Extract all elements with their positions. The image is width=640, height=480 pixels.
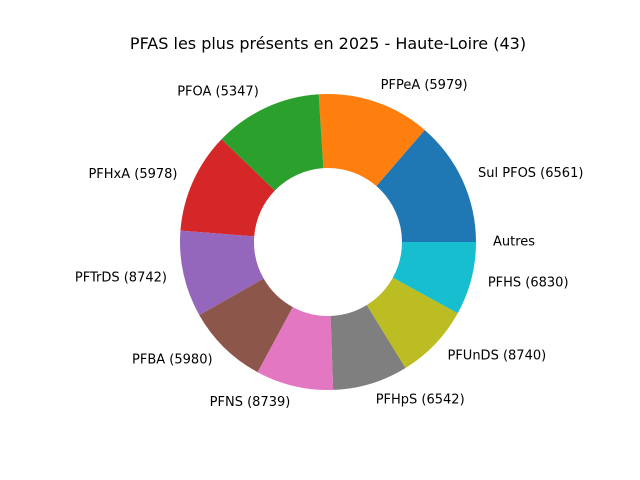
slice-label-pfunds: PFUnDS (8740) [447,348,546,363]
slice-label-pfba: PFBA (5980) [132,352,213,367]
slice-pfba [199,278,293,373]
slice-label-pfhs: PFHS (6830) [488,276,569,291]
slice-pftrds [179,230,264,316]
slice-pfunds [366,277,458,369]
slice-label-autres: Autres [493,235,535,250]
slice-label-pfhps: PFHpS (6542) [376,392,465,407]
slice-pfpea [318,94,425,186]
slice-label-pfpea: PFPeA (5979) [381,78,468,93]
slice-label-pfns: PFNS (8739) [210,395,291,410]
labels-group: Sul PFOS (6561) PFPeA (5979) PFOA (5347) PF… [75,78,584,410]
slice-sul [376,129,476,242]
slice-label-pftrds: PFTrDS (8742) [75,270,167,285]
slice-pfhxa [180,139,275,237]
slice-pfns [257,307,334,391]
slice-label-sul: Sul PFOS (6561) [478,166,583,181]
slice-pfhps [330,305,406,390]
chart-title: PFAS les plus présents en 2025 - Haute-L… [130,34,526,53]
slices-group [179,94,476,391]
slice-label-pfhxa: PFHxA (5978) [88,167,177,182]
slice-label-pfoa: PFOA (5347) [177,85,259,100]
slice-pfoa [221,94,324,191]
slice-pfhs [392,242,476,314]
